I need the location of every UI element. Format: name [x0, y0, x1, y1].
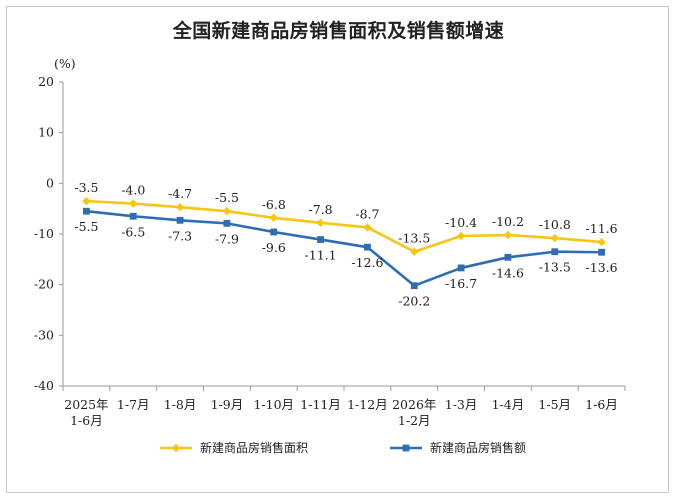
y-tick-label: -20 — [34, 277, 54, 292]
data-label-sales: -11.1 — [305, 248, 337, 263]
data-point-area — [363, 223, 372, 232]
x-tick-label: 2025年 1-6月 — [64, 397, 108, 428]
x-tick-label: 1-3月 — [445, 397, 478, 412]
y-tick-label: 10 — [38, 125, 54, 140]
x-tick-label: 1-6月 — [585, 397, 618, 412]
data-label-area: -4.0 — [121, 183, 145, 198]
legend-marker-diamond — [171, 443, 181, 453]
data-point-area — [503, 230, 513, 240]
y-axis-unit: (%) — [54, 56, 76, 71]
data-point-sales — [223, 219, 231, 227]
data-label-area: -3.5 — [74, 180, 98, 195]
data-label-area: -10.8 — [539, 217, 571, 232]
data-point-area — [456, 231, 466, 241]
data-label-area: -13.5 — [398, 231, 430, 246]
data-label-sales: -13.6 — [586, 260, 618, 275]
data-point-sales — [457, 264, 465, 272]
data-point-sales — [410, 282, 418, 290]
data-label-area: -7.8 — [309, 202, 333, 217]
data-point-sales — [83, 207, 90, 215]
data-label-area: -8.7 — [355, 206, 379, 221]
data-point-area — [175, 202, 185, 212]
data-label-sales: -6.5 — [121, 224, 145, 239]
data-point-area — [597, 237, 606, 247]
data-point-sales — [364, 243, 371, 251]
y-tick-label: 0 — [46, 175, 54, 190]
data-point-area — [82, 196, 91, 206]
data-label-area: -4.7 — [168, 186, 192, 201]
data-label-area: -10.2 — [492, 214, 524, 229]
x-tick-label: 1-7月 — [117, 397, 150, 412]
data-point-area — [550, 233, 559, 243]
data-label-area: -6.8 — [262, 197, 286, 212]
x-tick-label: 1-11月 — [300, 397, 341, 412]
series-markers — [82, 196, 606, 290]
data-point-sales — [551, 248, 559, 256]
data-label-area: -5.5 — [215, 190, 239, 205]
data-label-sales: -9.6 — [262, 240, 286, 255]
y-tick-label: -30 — [34, 327, 54, 342]
data-point-area — [222, 207, 232, 216]
y-tick-label: 20 — [38, 74, 54, 89]
x-tick-label: 1-4月 — [492, 397, 525, 412]
data-point-area — [410, 247, 419, 256]
series-line-sales — [86, 209, 602, 287]
data-label-sales: -14.6 — [492, 265, 524, 280]
data-point-sales — [598, 248, 605, 256]
data-label-sales: -12.6 — [351, 255, 383, 270]
data-label-area: -10.4 — [445, 215, 477, 230]
series-line-area — [86, 199, 602, 254]
data-label-sales: -13.5 — [539, 260, 571, 275]
chart-frame — [6, 6, 669, 493]
data-point-sales — [270, 228, 278, 236]
x-tick-label: 1-10月 — [253, 397, 294, 412]
legend-label: 新建商品房销售面积 — [200, 440, 308, 455]
x-tick-label: 1-9月 — [211, 397, 244, 412]
x-tick-label: 1-8月 — [164, 397, 197, 412]
data-point-sales — [317, 236, 324, 243]
data-label-sales: -20.2 — [398, 294, 430, 309]
data-label-sales: -16.7 — [445, 276, 477, 291]
legend-marker-square — [402, 444, 410, 452]
data-label-sales: -7.3 — [168, 228, 192, 243]
data-point-area — [316, 218, 325, 228]
legend: 新建商品房销售面积 新建商品房销售额 — [160, 440, 526, 455]
data-point-sales — [176, 216, 184, 224]
data-point-area — [269, 213, 278, 222]
data-label-area: -11.6 — [586, 221, 618, 236]
data-label-sales: -5.5 — [74, 219, 98, 234]
chart-title: 全国新建商品房销售面积及销售额增速 — [172, 20, 505, 42]
data-point-sales — [504, 253, 512, 261]
data-labels: -3.5 -4.0 -4.7 -5.5 -6.8 -7.8 -8.7 -13.5 -10.4 -1… — [74, 180, 617, 309]
data-label-sales: -7.9 — [215, 231, 239, 246]
x-tick-label: 1-5月 — [538, 397, 571, 412]
x-tick-label: 1-12月 — [347, 397, 388, 412]
y-tick-label: -10 — [34, 226, 54, 241]
series-lines — [86, 199, 602, 287]
x-tick-label: 2026年 1-2月 — [392, 397, 436, 428]
data-point-sales — [129, 212, 137, 220]
axes: 20 10 0 -10 -20 -30 -40 2025年 1-6月 1-7月 1-8月 1-9月 1-… — [34, 74, 626, 428]
data-point-area — [129, 199, 138, 208]
legend-label: 新建商品房销售额 — [430, 440, 526, 455]
y-tick-label: -40 — [34, 378, 54, 393]
